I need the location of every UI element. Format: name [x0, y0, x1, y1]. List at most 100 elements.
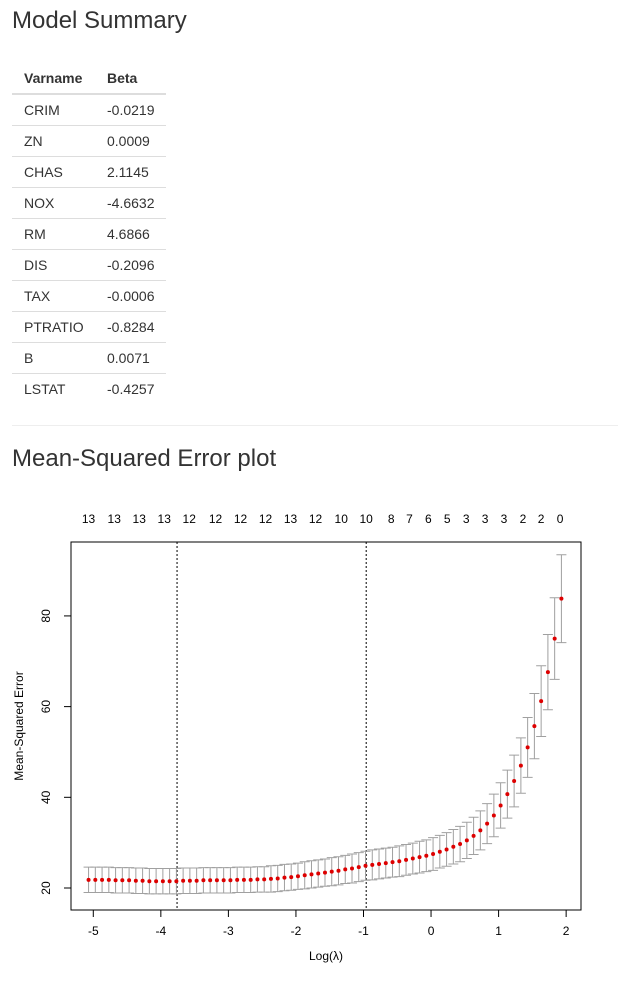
point	[424, 853, 429, 858]
divider	[12, 425, 618, 426]
table-row: CHAS 2.1145	[12, 155, 166, 187]
section-title: Model Summary	[12, 7, 187, 34]
point	[262, 877, 267, 882]
y-tick-label: 60	[39, 700, 53, 714]
point	[113, 878, 118, 883]
point	[187, 878, 192, 883]
table-cell: CRIM	[12, 93, 95, 125]
table-cell: LSTAT	[12, 372, 95, 404]
point	[133, 878, 138, 883]
point	[154, 879, 159, 884]
table-cell: DIS	[12, 248, 95, 280]
y-tick-label: 40	[39, 790, 53, 804]
point	[181, 878, 186, 883]
point	[532, 724, 537, 729]
point	[505, 792, 510, 797]
table-cell: ZN	[12, 124, 95, 156]
table-cell: PTRATIO	[12, 310, 95, 342]
point	[295, 874, 300, 879]
point	[350, 866, 355, 871]
table-row: NOX -4.6632	[12, 186, 166, 218]
table-cell: RM	[12, 217, 95, 249]
point	[363, 863, 368, 868]
table-cell: NOX	[12, 186, 95, 218]
point	[471, 833, 476, 838]
point	[491, 813, 496, 818]
point	[410, 856, 415, 861]
top-axis-label: 6	[425, 512, 432, 526]
point	[289, 875, 294, 880]
column-header: Varname	[12, 62, 95, 95]
top-axis-label: 3	[463, 512, 470, 526]
y-axis-label: Mean-Squared Error	[12, 671, 26, 780]
top-axis-label: 8	[388, 512, 395, 526]
table-row: RM 4.6866	[12, 217, 166, 249]
point	[464, 838, 469, 843]
point	[343, 867, 348, 872]
point	[431, 851, 436, 856]
point	[228, 878, 233, 883]
table-row: LSTAT -0.4257	[12, 372, 166, 404]
top-axis-label: 10	[360, 512, 374, 526]
x-tick-label: 2	[563, 924, 570, 938]
table-cell: CHAS	[12, 155, 95, 187]
point	[383, 861, 388, 866]
point	[282, 875, 287, 880]
top-axis-label: 12	[259, 512, 273, 526]
table-cell: -0.0219	[95, 93, 166, 125]
x-tick-label: 0	[428, 924, 435, 938]
table-row: PTRATIO -0.8284	[12, 310, 166, 342]
table-cell: 0.0071	[95, 341, 166, 373]
table-row: B 0.0071	[12, 341, 166, 373]
top-axis-label: 13	[133, 512, 147, 526]
y-tick-label: 20	[39, 881, 53, 895]
table-cell: B	[12, 341, 95, 373]
point	[498, 803, 503, 808]
table-cell: -0.2096	[95, 248, 166, 280]
point	[93, 877, 98, 882]
top-axis-label: 12	[234, 512, 248, 526]
point	[106, 877, 111, 882]
top-axis-label: 13	[108, 512, 122, 526]
point	[545, 670, 550, 675]
point	[221, 878, 226, 883]
point	[160, 879, 165, 884]
y-tick-label: 80	[39, 609, 53, 623]
top-axis-label: 3	[482, 512, 489, 526]
point	[275, 876, 280, 881]
x-tick-label: -3	[223, 924, 234, 938]
table-cell: 0.0009	[95, 124, 166, 156]
point	[329, 869, 334, 874]
top-axis-label: 12	[209, 512, 223, 526]
point	[377, 861, 382, 866]
point	[397, 859, 402, 864]
point	[268, 876, 273, 881]
point	[127, 878, 132, 883]
table-header: Varname Beta	[12, 62, 166, 95]
point	[559, 596, 564, 601]
table-cell: -0.4257	[95, 372, 166, 404]
table-row: DIS -0.2096	[12, 248, 166, 280]
point	[336, 868, 341, 873]
point	[451, 844, 456, 849]
point	[86, 877, 91, 882]
x-tick-label: 1	[495, 924, 502, 938]
x-tick-label: -2	[291, 924, 302, 938]
point	[140, 878, 145, 883]
table-cell: -0.8284	[95, 310, 166, 342]
table-row: TAX -0.0006	[12, 279, 166, 311]
table-row: ZN 0.0009	[12, 124, 166, 156]
table-cell: 2.1145	[95, 155, 166, 187]
point	[525, 745, 530, 750]
x-tick-label: -5	[88, 924, 99, 938]
table-body: CRIM -0.0219 ZN 0.0009 CHAS 2.1145 NOX -4.6632 R…	[12, 93, 166, 404]
x-tick-label: -1	[358, 924, 369, 938]
top-axis-label: 3	[501, 512, 508, 526]
column-header: Beta	[95, 62, 166, 95]
point	[214, 878, 219, 883]
point	[485, 821, 490, 826]
table-cell: TAX	[12, 279, 95, 311]
point	[309, 872, 314, 877]
